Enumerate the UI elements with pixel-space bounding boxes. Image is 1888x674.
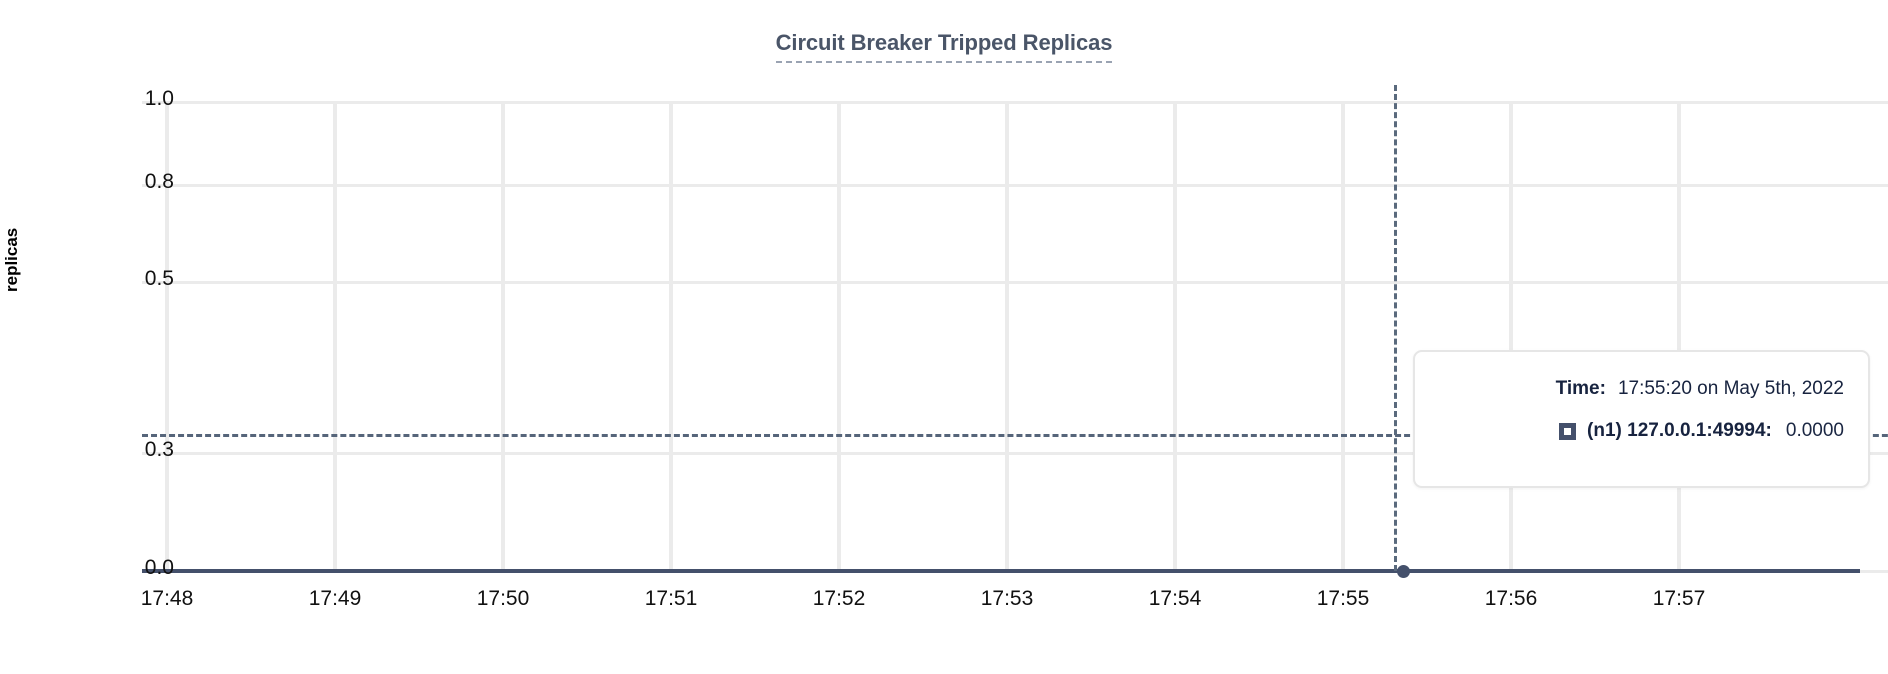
tooltip-time-value: 17:55:20 on May 5th, 2022 — [1617, 378, 1844, 399]
tooltip-series-row: (n1) 127.0.0.1:49994: 0.0000 — [1415, 420, 1844, 442]
y-axis-title: replicas — [2, 227, 21, 292]
tooltip-time-label: Time: — [1555, 378, 1606, 399]
x-tick-label: 17:56 — [1484, 587, 1538, 610]
tooltip-series-name: (n1) 127.0.0.1:49994: — [1587, 420, 1772, 441]
gridline-vertical — [501, 101, 505, 571]
chart-tooltip: Time: 17:55:20 on May 5th, 2022 (n1) 127… — [1413, 350, 1870, 488]
gridline-horizontal — [142, 101, 1888, 104]
y-tick-label: 0.0 — [144, 556, 174, 579]
gridline-vertical — [837, 101, 841, 571]
chart-title-text: Circuit Breaker Tripped Replicas — [775, 30, 1112, 63]
chart-title: Circuit Breaker Tripped Replicas — [0, 30, 1888, 63]
x-tick-label: 17:54 — [1148, 587, 1202, 610]
x-tick-label: 17:50 — [476, 587, 530, 610]
crosshair-data-point[interactable] — [1397, 565, 1410, 578]
x-tick-label: 17:49 — [308, 587, 362, 610]
plot-area[interactable]: 1.0 0.8 0.5 0.3 0.0 17:48 17:49 17:50 17… — [141, 85, 1888, 610]
gridline-vertical — [1677, 101, 1681, 571]
y-tick-label: 0.5 — [144, 267, 174, 290]
x-tick-label: 17:57 — [1652, 587, 1706, 610]
threshold-line — [142, 434, 1888, 437]
x-tick-label: 17:53 — [980, 587, 1034, 610]
gridline-horizontal — [142, 281, 1888, 284]
gridline-vertical — [1005, 101, 1009, 571]
gridline-horizontal — [142, 184, 1888, 187]
tooltip-time-row: Time: 17:55:20 on May 5th, 2022 — [1415, 378, 1844, 400]
crosshair-vertical-line — [1394, 85, 1397, 571]
tooltip-series-value: 0.0000 — [1785, 420, 1844, 441]
y-tick-label: 1.0 — [144, 87, 174, 110]
x-tick-label: 17:52 — [812, 587, 866, 610]
y-tick-label: 0.3 — [144, 438, 174, 461]
gridline-vertical — [1341, 101, 1345, 571]
x-tick-label: 17:55 — [1316, 587, 1370, 610]
x-tick-label: 17:51 — [644, 587, 698, 610]
gridline-vertical — [165, 101, 169, 571]
x-tick-label: 17:48 — [140, 587, 194, 610]
series-swatch-icon — [1559, 422, 1577, 440]
gridline-vertical — [1509, 101, 1513, 571]
series-line — [142, 569, 1860, 573]
gridline-vertical — [1173, 101, 1177, 571]
gridline-vertical — [333, 101, 337, 571]
y-tick-label: 0.8 — [144, 170, 174, 193]
gridline-horizontal — [142, 452, 1888, 455]
gridline-vertical — [669, 101, 673, 571]
